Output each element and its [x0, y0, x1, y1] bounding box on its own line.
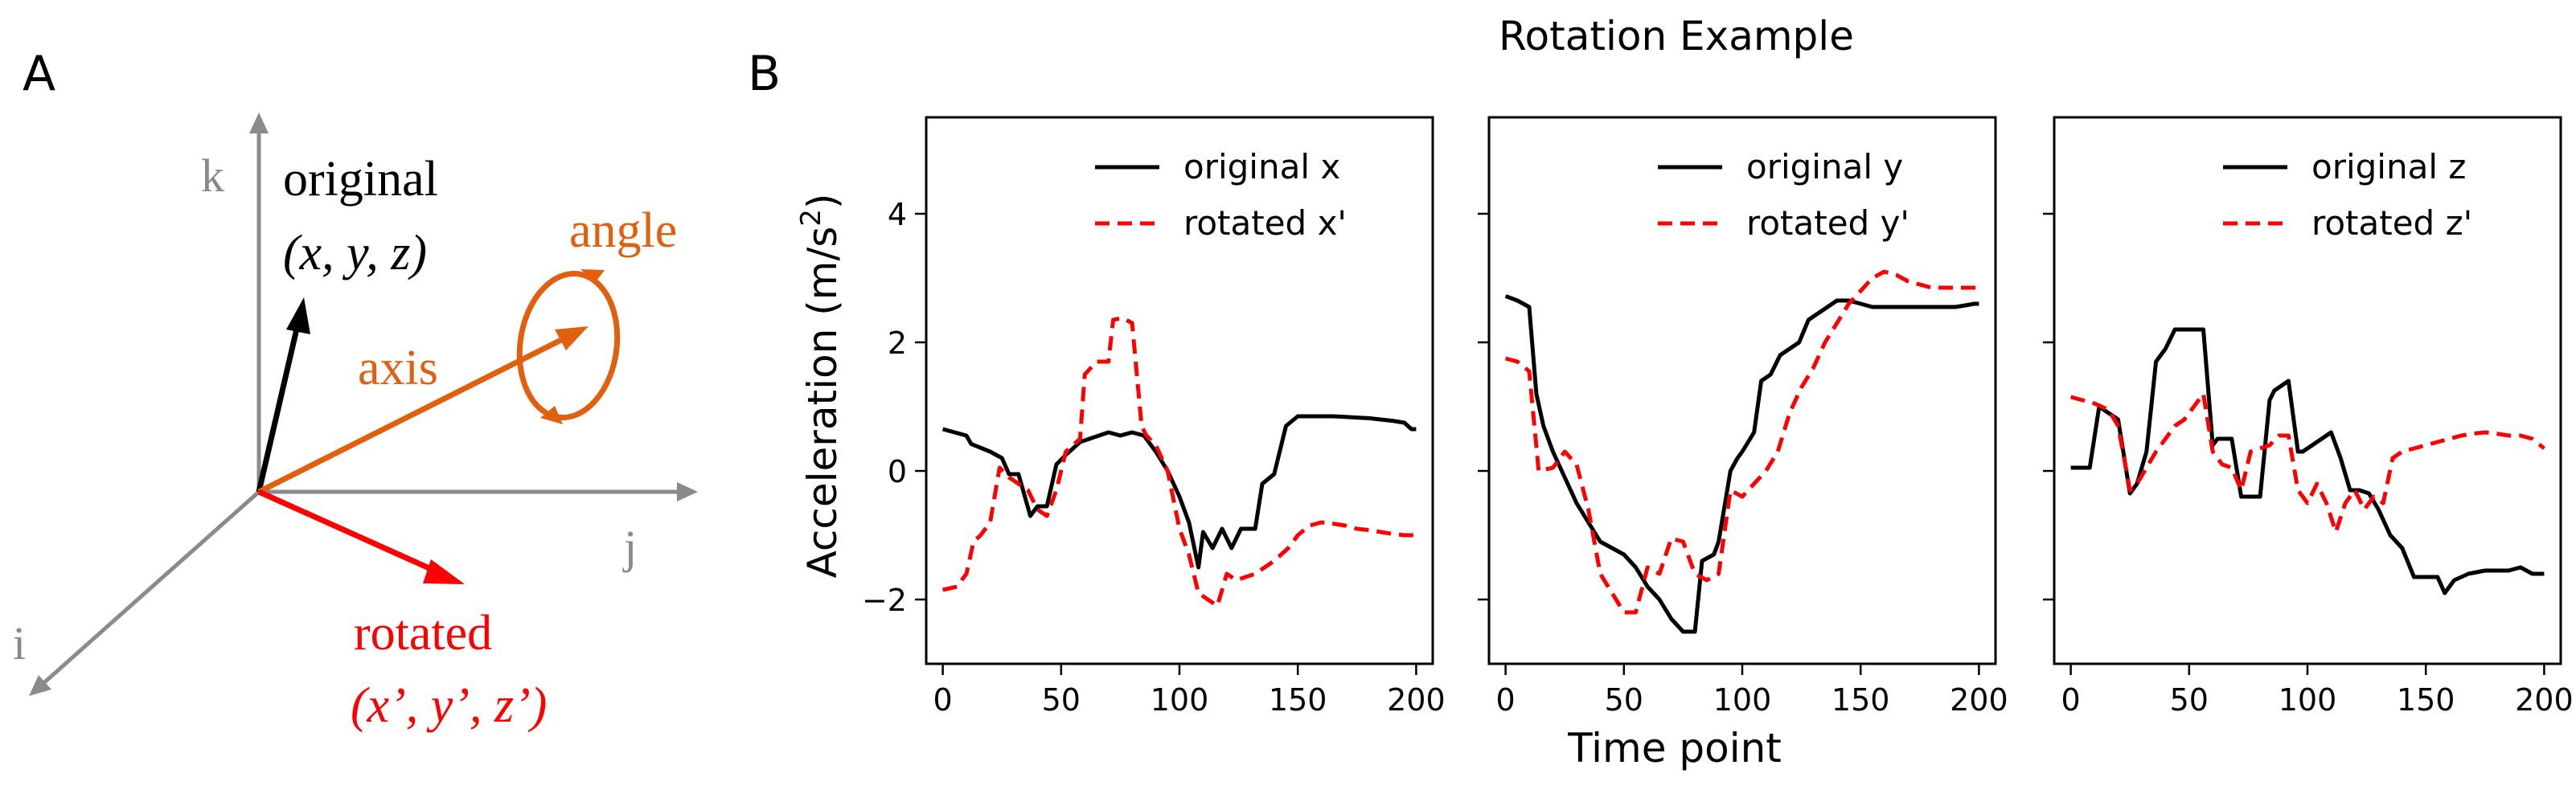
- y-tick-label: 2: [888, 325, 907, 361]
- series-line-rotated-x-: [942, 316, 1417, 608]
- x-tick-label: 0: [933, 682, 953, 718]
- y-tick-label: −2: [862, 583, 907, 618]
- series-line-original-z: [2070, 327, 2545, 595]
- x-tick-label: 50: [1605, 682, 1643, 718]
- chart-original-vs-rotated-x: 0 50 100 150 200 −2 0 2 4 original x rotated x': [862, 116, 1446, 718]
- axis-k-label: k: [201, 149, 224, 202]
- original-label: original: [283, 152, 438, 207]
- x-tick-label: 150: [1832, 682, 1890, 718]
- panel-b: B Rotation Example Acceleration (m/s2) T…: [748, 13, 2574, 771]
- x-tick-label: 200: [1950, 682, 2008, 718]
- x-tick-label: 0: [1496, 682, 1516, 718]
- rotation-axis-vector: [257, 326, 589, 495]
- axis-text-label: axis: [358, 341, 438, 395]
- chart-original-vs-rotated-z: 0 50 100 150 200 original z rotated z': [2043, 116, 2574, 718]
- x-tick-label: 200: [1387, 682, 1446, 718]
- legend-label: rotated z': [2311, 203, 2472, 243]
- plot-frame: [1487, 116, 1997, 665]
- panel-a: A k j i original (x, y, z) axis: [13, 46, 698, 733]
- rotated-label: rotated: [354, 606, 492, 661]
- y-axis-label: Acceleration (m/s2): [795, 194, 846, 579]
- x-tick-label: 100: [1713, 682, 1772, 718]
- axis-i: [29, 490, 260, 696]
- figure-suptitle: Rotation Example: [1499, 13, 1854, 59]
- series-line-original-x: [941, 414, 1417, 570]
- angle-label: angle: [569, 203, 677, 258]
- rotated-coords: (x’, y’, z’): [351, 678, 547, 733]
- legend-label: original x: [1183, 147, 1340, 186]
- series-line-original-y: [1504, 294, 1979, 634]
- legend-label: original y: [1746, 147, 1903, 186]
- series-line-rotated-z-: [2069, 391, 2545, 534]
- x-tick-label: 150: [2397, 682, 2455, 718]
- plot-frame: [925, 116, 1434, 665]
- plot-frame: [2053, 116, 2562, 665]
- panel-b-label: B: [748, 46, 781, 102]
- series-line-rotated-y-: [1504, 269, 1979, 615]
- legend-label: original z: [2311, 147, 2466, 186]
- x-tick-label: 100: [1151, 682, 1209, 718]
- x-tick-label: 50: [2170, 682, 2209, 718]
- x-tick-label: 50: [1042, 682, 1081, 718]
- x-tick-label: 150: [1269, 682, 1327, 718]
- axis-i-label: i: [13, 617, 26, 669]
- y-tick-label: 4: [888, 197, 907, 232]
- panel-a-label: A: [23, 46, 55, 102]
- x-tick-label: 200: [2515, 682, 2574, 718]
- axis-j-label: j: [622, 521, 637, 573]
- axis-j: [259, 482, 698, 501]
- legend-label: rotated x': [1183, 203, 1347, 243]
- original-coords: (x, y, z): [283, 226, 427, 280]
- angle-ellipse: [516, 269, 621, 424]
- original-vector: [256, 297, 310, 493]
- y-tick-label: 0: [888, 454, 907, 489]
- rotated-vector: [257, 489, 465, 584]
- x-axis-label: Time point: [1567, 725, 1782, 771]
- x-tick-label: 100: [2279, 682, 2337, 718]
- axis-k: [249, 113, 269, 492]
- x-tick-label: 0: [2061, 682, 2081, 718]
- chart-original-vs-rotated-y: 0 50 100 150 200 original y rotated y': [1478, 116, 2008, 718]
- legend-label: rotated y': [1746, 203, 1909, 243]
